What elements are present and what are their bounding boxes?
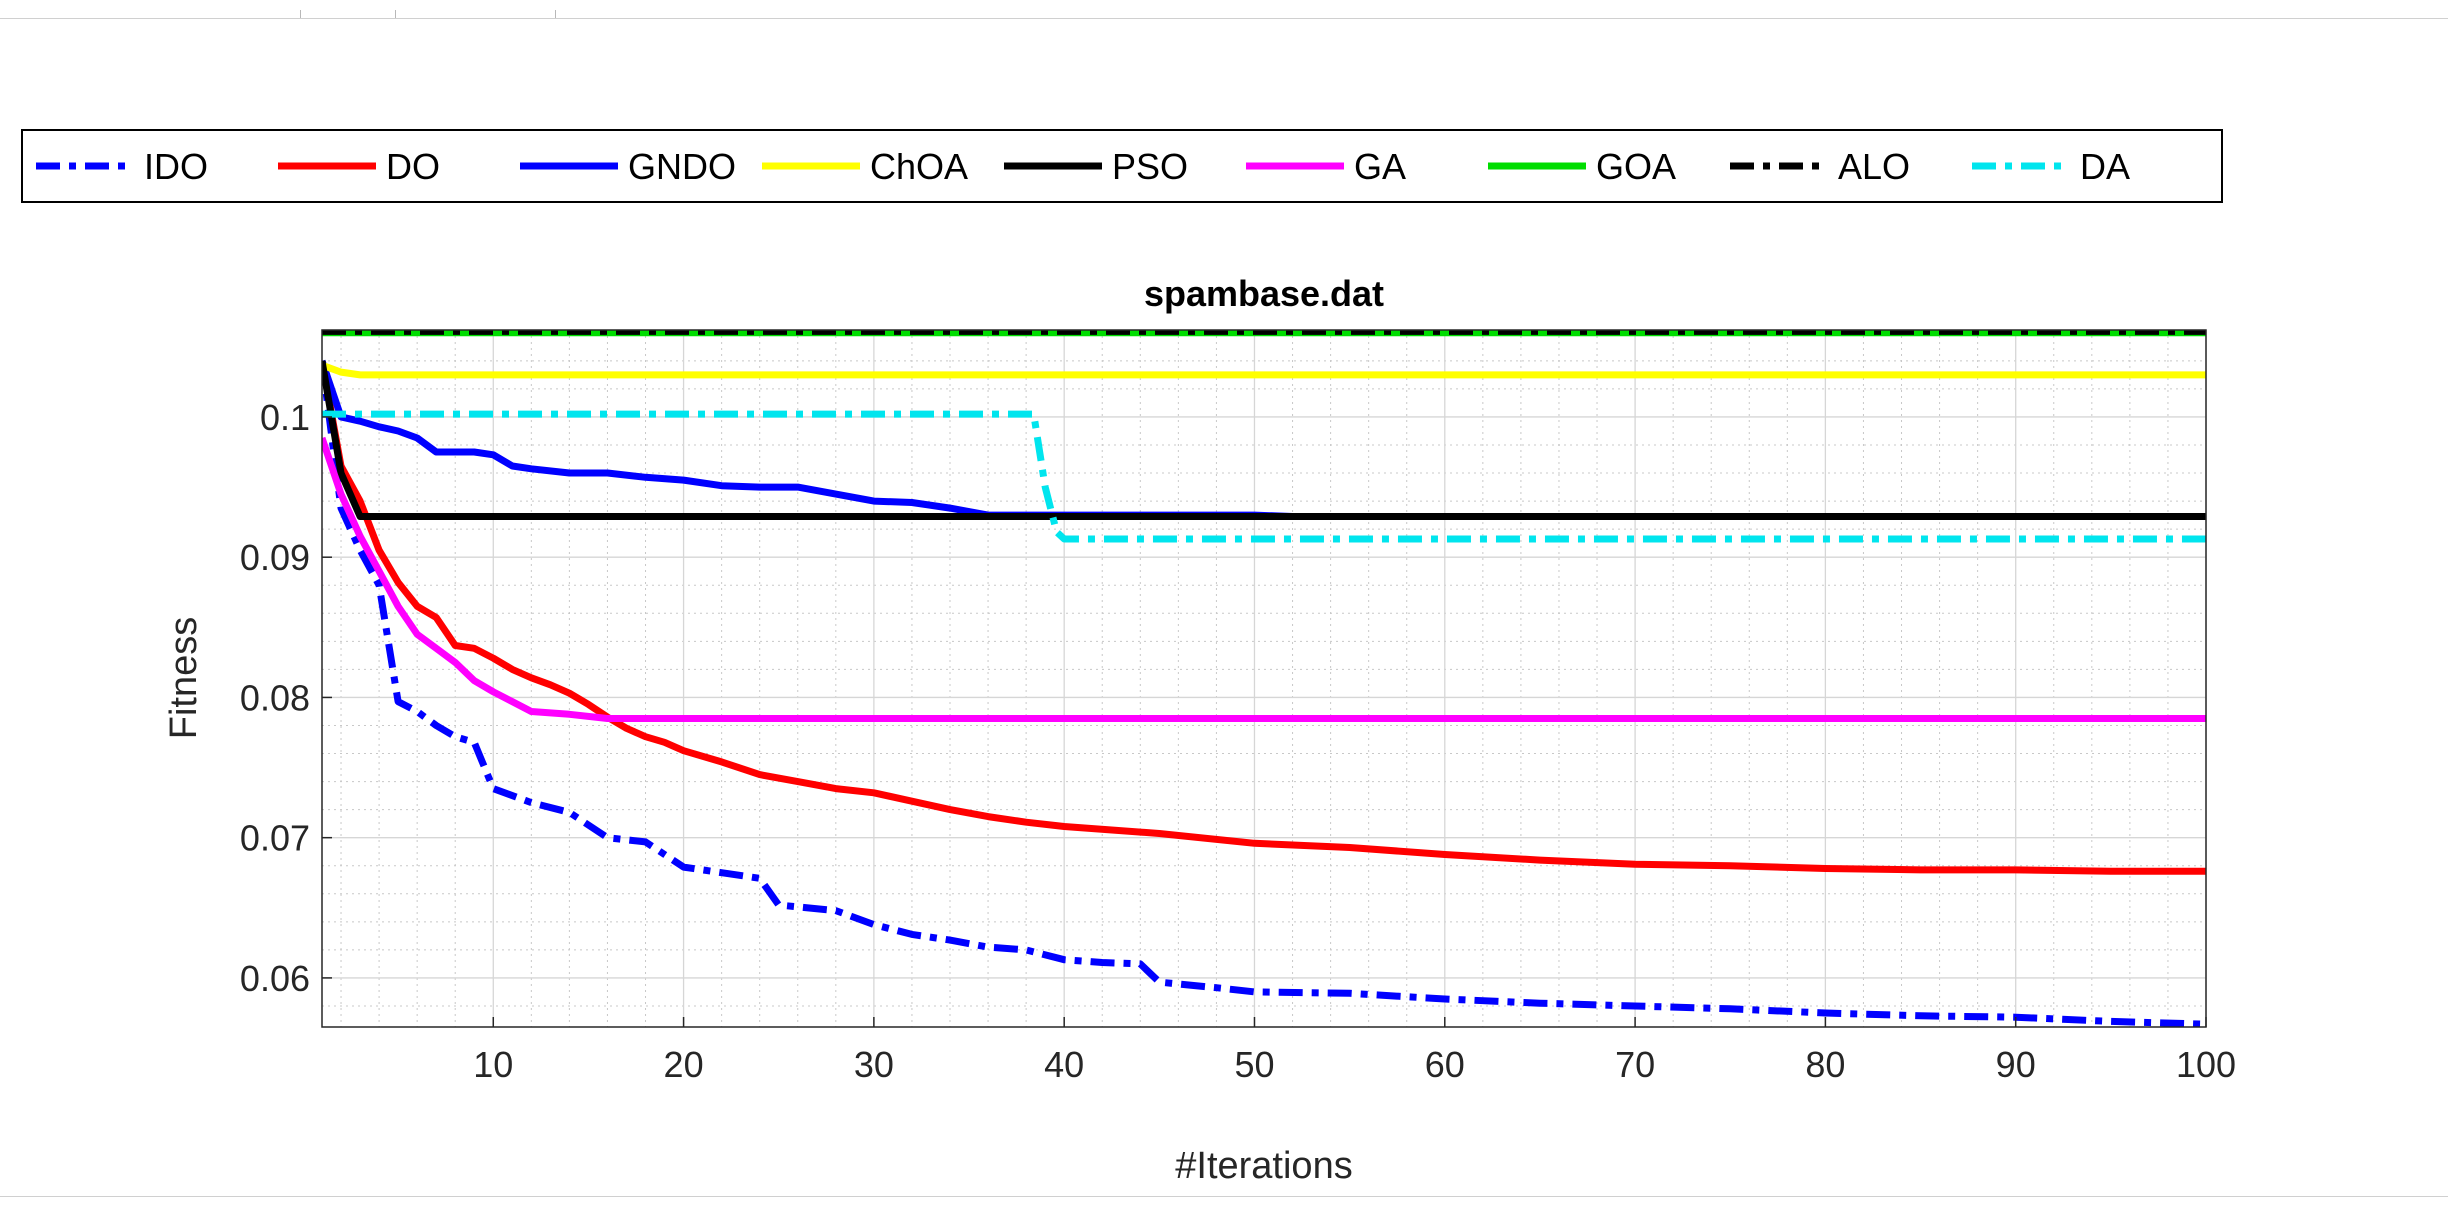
- legend-label-gndo: GNDO: [628, 146, 736, 187]
- y-tick-label: 0.07: [240, 818, 310, 859]
- y-tick-label: 0.09: [240, 537, 310, 578]
- series-line-ido: [322, 360, 2206, 1027]
- x-tick-label: 60: [1425, 1044, 1465, 1085]
- legend-label-pso: PSO: [1112, 146, 1188, 187]
- x-tick-label: 10: [473, 1044, 513, 1085]
- plot-area: [322, 330, 2206, 1027]
- x-tick-label: 80: [1805, 1044, 1845, 1085]
- x-tick-label: 100: [2176, 1044, 2236, 1085]
- x-tick-label: 90: [1996, 1044, 2036, 1085]
- x-axis-label: #Iterations: [1175, 1145, 1352, 1187]
- series-line-choa: [322, 361, 2206, 379]
- x-tick-label: 30: [854, 1044, 894, 1085]
- y-tick-label: 0.1: [260, 397, 310, 438]
- legend-label-ido: IDO: [144, 146, 208, 187]
- x-tick-label: 40: [1044, 1044, 1084, 1085]
- x-tick-label: 50: [1234, 1044, 1274, 1085]
- window-top-tick: [555, 10, 556, 18]
- y-axis-label: Fitness: [163, 617, 205, 739]
- series-line-do: [322, 360, 2206, 875]
- axes-frame: [321, 329, 2207, 1028]
- legend-label-goa: GOA: [1596, 146, 1676, 187]
- x-tick-label: 70: [1615, 1044, 1655, 1085]
- window-top-tick: [300, 10, 301, 18]
- chart-title: spambase.dat: [1144, 273, 1384, 314]
- series-line-ga: [322, 436, 2206, 722]
- legend-box: [21, 129, 2223, 203]
- x-tick-label: 20: [664, 1044, 704, 1085]
- legend-label-choa: ChOA: [870, 146, 968, 187]
- legend-label-da: DA: [2080, 146, 2130, 187]
- y-tick-label: 0.06: [240, 958, 310, 999]
- window-top-edge: [0, 18, 2448, 19]
- legend-label-ga: GA: [1354, 146, 1406, 187]
- series-line-da: [322, 410, 2206, 543]
- legend-label-alo: ALO: [1838, 146, 1910, 187]
- window-bottom-edge: [0, 1196, 2448, 1197]
- y-tick-label: 0.08: [240, 677, 310, 718]
- legend-label-do: DO: [386, 146, 440, 187]
- legend: IDO DO GNDO ChOA PSO GA GOA ALO DA: [21, 129, 2223, 203]
- window-top-tick: [395, 10, 396, 18]
